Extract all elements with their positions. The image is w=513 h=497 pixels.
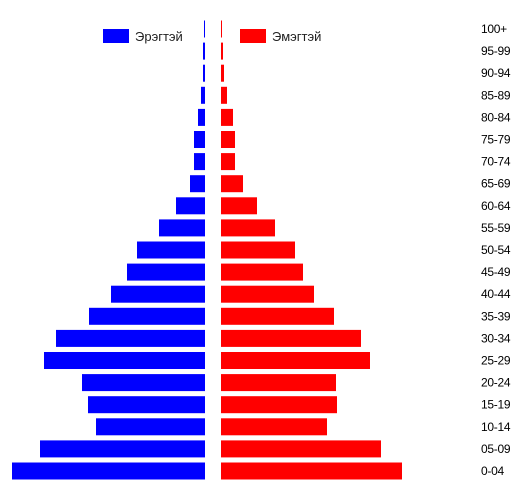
age-label-0-04: 0-04: [481, 464, 504, 478]
bar-female-80-84: [221, 108, 233, 126]
age-label-80-84: 80-84: [481, 110, 511, 124]
age-label-65-69: 65-69: [481, 177, 511, 191]
age-label-55-59: 55-59: [481, 221, 511, 235]
age-label-60-64: 60-64: [481, 199, 511, 213]
age-label-35-39: 35-39: [481, 309, 511, 323]
bar-female-40-44: [221, 285, 314, 303]
bar-male-30-34: [56, 329, 205, 347]
bar-female-10-14: [221, 418, 327, 436]
legend-label-male: Эрэгтэй: [135, 29, 183, 44]
bar-male-0-04: [12, 462, 205, 480]
bar-male-10-14: [96, 418, 205, 436]
bar-female-15-19: [221, 396, 337, 414]
bar-male-60-64: [176, 197, 205, 215]
bar-female-60-64: [221, 197, 257, 215]
bar-female-25-29: [221, 352, 370, 369]
male-bars: [12, 20, 205, 480]
age-label-90-94: 90-94: [481, 66, 511, 80]
bar-male-70-74: [194, 153, 205, 171]
bar-female-55-59: [221, 219, 275, 237]
bar-female-20-24: [221, 374, 336, 392]
bar-male-75-79: [194, 131, 205, 148]
bar-male-45-49: [127, 263, 205, 281]
bar-female-35-39: [221, 307, 334, 325]
female-bars: [221, 20, 402, 480]
bar-male-90-94: [203, 64, 205, 82]
age-label-20-24: 20-24: [481, 376, 511, 390]
legend-label-female: Эмэгтэй: [272, 29, 321, 44]
bar-female-65-69: [221, 175, 243, 193]
bar-male-55-59: [159, 219, 205, 237]
bar-female-100plus: [221, 20, 222, 38]
bar-female-95-99: [221, 42, 223, 60]
bar-female-50-54: [221, 241, 295, 259]
bar-female-70-74: [221, 153, 235, 171]
bar-male-50-54: [137, 241, 205, 259]
age-label-05-09: 05-09: [481, 442, 511, 456]
bar-female-05-09: [221, 440, 381, 458]
bar-male-40-44: [111, 285, 205, 303]
age-label-45-49: 45-49: [481, 265, 511, 279]
legend: Эрэгтэй Эмэгтэй: [103, 29, 321, 44]
age-label-40-44: 40-44: [481, 287, 511, 301]
bar-female-85-89: [221, 86, 227, 104]
bar-female-75-79: [221, 131, 235, 148]
bar-male-25-29: [44, 352, 205, 369]
legend-swatch-male: [103, 29, 129, 43]
bar-female-0-04: [221, 462, 402, 480]
bar-male-95-99: [203, 42, 205, 60]
bar-male-85-89: [201, 86, 205, 104]
age-label-25-29: 25-29: [481, 354, 511, 368]
age-label-70-74: 70-74: [481, 155, 511, 169]
bar-male-35-39: [89, 307, 205, 325]
bar-female-30-34: [221, 329, 361, 347]
age-label-15-19: 15-19: [481, 398, 511, 412]
age-label-95-99: 95-99: [481, 44, 511, 58]
bar-male-20-24: [82, 374, 205, 392]
bar-male-15-19: [88, 396, 205, 414]
bar-male-80-84: [198, 108, 205, 126]
age-label-10-14: 10-14: [481, 420, 511, 434]
age-label-85-89: 85-89: [481, 88, 511, 102]
bar-female-45-49: [221, 263, 303, 281]
bar-male-65-69: [190, 175, 205, 193]
age-group-labels: 0-04 05-09 10-14 15-19 20-24 25-29 30-34 35-39 4…: [481, 22, 511, 478]
age-label-100plus: 100+: [481, 22, 507, 36]
legend-swatch-female: [240, 29, 266, 43]
bar-male-05-09: [40, 440, 205, 458]
age-label-50-54: 50-54: [481, 243, 511, 257]
bar-male-100plus: [204, 20, 205, 38]
age-label-75-79: 75-79: [481, 133, 511, 147]
age-label-30-34: 30-34: [481, 331, 511, 345]
bar-female-90-94: [221, 64, 224, 82]
